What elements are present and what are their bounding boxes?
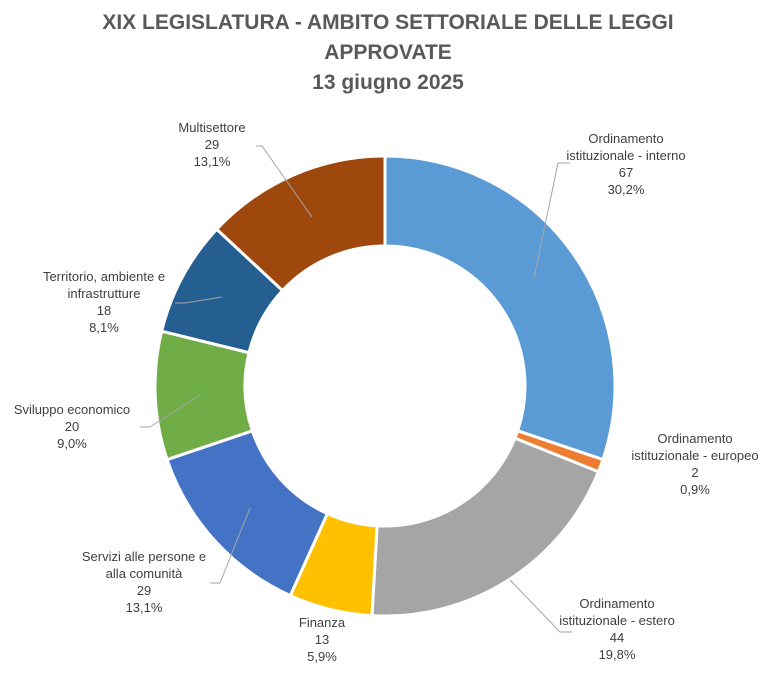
slice-name-line: Sviluppo economico xyxy=(14,402,130,417)
slice-name-line: infrastrutture xyxy=(68,286,141,301)
chart-title: XIX LEGISLATURA - AMBITO SETTORIALE DELL… xyxy=(0,8,776,98)
chart-title-line-1: XIX LEGISLATURA - AMBITO SETTORIALE DELL… xyxy=(102,11,674,34)
slice-label-5: Sviluppo economico 20 9,0% xyxy=(14,402,130,451)
slice-value: 44 xyxy=(610,630,624,645)
slice-value: 20 xyxy=(65,419,79,434)
leader-line-2 xyxy=(509,579,572,633)
slice-percent: 13,1% xyxy=(194,154,231,169)
slice-label-4: Servizi alle persone e alla comunità 29 13,… xyxy=(82,549,206,615)
slice-label-1: Ordinamento istituzionale - europeo 2 0,9% xyxy=(631,431,758,497)
slice-value: 29 xyxy=(137,583,151,598)
slice-name-line: Finanza xyxy=(299,615,346,630)
slice-percent: 0,9% xyxy=(680,482,710,497)
donut-slice-2 xyxy=(370,436,601,618)
slice-value: 2 xyxy=(691,465,698,480)
chart-title-line-2: APPROVATE xyxy=(324,41,452,64)
donut-slice-7 xyxy=(214,154,387,293)
leader-line-6 xyxy=(175,296,223,304)
slice-label-6: Territorio, ambiente e infrastrutture 18 8,… xyxy=(43,269,165,335)
leader-line-5 xyxy=(140,394,201,428)
leader-line-4 xyxy=(210,507,251,584)
slice-value: 29 xyxy=(205,137,219,152)
slice-name-line: istituzionale - europeo xyxy=(631,448,758,463)
slice-name-line: Ordinamento xyxy=(579,596,654,611)
leader-line-0 xyxy=(533,162,570,279)
slice-percent: 30,2% xyxy=(608,182,645,197)
slice-label-2: Ordinamento istituzionale - estero 44 19,8% xyxy=(559,596,675,662)
slice-percent: 19,8% xyxy=(599,647,636,662)
slice-value: 18 xyxy=(97,303,111,318)
slice-name-line: Multisettore xyxy=(178,120,245,135)
slice-value: 13 xyxy=(315,632,329,647)
slice-name-line: alla comunità xyxy=(106,566,183,581)
leader-line-7 xyxy=(256,145,313,218)
slice-name-line: Territorio, ambiente e xyxy=(43,269,165,284)
slice-percent: 9,0% xyxy=(57,436,87,451)
slice-name-line: istituzionale - interno xyxy=(566,148,685,163)
slice-percent: 5,9% xyxy=(307,649,337,664)
slice-percent: 13,1% xyxy=(126,600,163,615)
chart-title-line-3: 13 giugno 2025 xyxy=(312,71,464,94)
slice-value: 67 xyxy=(619,165,633,180)
slice-percent: 8,1% xyxy=(89,320,119,335)
slice-name-line: Servizi alle persone e xyxy=(82,549,206,564)
donut-slice-0 xyxy=(383,154,617,462)
slice-name-line: Ordinamento xyxy=(657,431,732,446)
slice-label-7: Multisettore 29 13,1% xyxy=(178,120,245,169)
slice-label-0: Ordinamento istituzionale - interno 67 30,2… xyxy=(566,131,685,197)
slice-name-line: istituzionale - estero xyxy=(559,613,675,628)
slice-label-3: Finanza 13 5,9% xyxy=(299,615,346,664)
slice-name-line: Ordinamento xyxy=(588,131,663,146)
